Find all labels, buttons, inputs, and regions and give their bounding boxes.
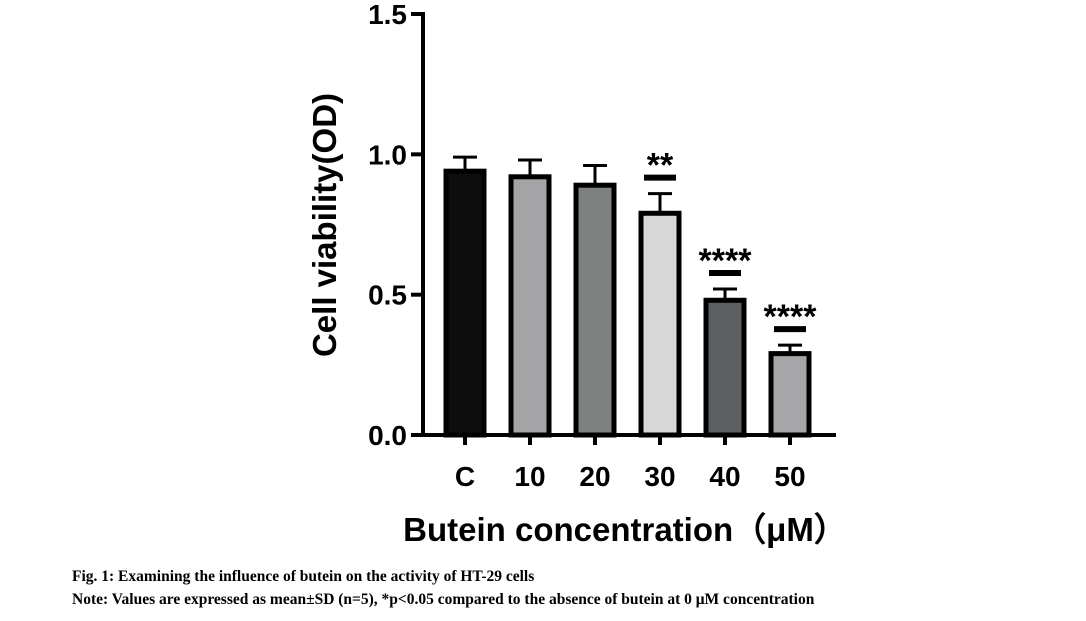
y-tick-label: 1.0 — [368, 139, 407, 170]
y-tick-label: 0.0 — [368, 420, 407, 451]
significance-markers: ********** — [644, 147, 818, 336]
bar-40 — [703, 297, 747, 438]
figure-caption-note: Note: Values are expressed as mean±SD (n… — [72, 591, 815, 608]
significance-label: **** — [699, 242, 753, 280]
x-tick-label: 20 — [579, 461, 610, 492]
x-tick-label: 40 — [709, 461, 740, 492]
error-bars — [453, 155, 802, 354]
bars — [443, 168, 812, 438]
bar-30 — [638, 210, 682, 438]
x-tick-label: 50 — [774, 461, 805, 492]
figure-caption-title: Fig. 1: Examining the influence of butei… — [72, 568, 535, 585]
x-tick-label: 10 — [514, 461, 545, 492]
x-axis: C 10 20 30 40 50 — [421, 433, 836, 492]
y-axis: 0.0 0.5 1.0 1.5 — [368, 0, 425, 451]
x-tick-label: 30 — [644, 461, 675, 492]
y-tick-label: 1.5 — [368, 0, 407, 30]
y-tick-label: 0.5 — [368, 280, 407, 311]
significance-label: ** — [647, 147, 674, 185]
significance-label: **** — [764, 298, 818, 336]
x-axis-title: Butein concentration（μM） — [403, 511, 847, 548]
bar-10 — [508, 174, 552, 438]
y-axis-title: Cell viability(OD) — [306, 93, 343, 357]
bar-chart: 0.00.51.01.5 C 10 20 30 40 50 ********** Cell… — [306, 0, 847, 548]
x-tick-label: C — [455, 461, 475, 492]
bar-50 — [768, 351, 812, 438]
bar-C — [443, 168, 487, 438]
bar-20 — [573, 182, 617, 438]
